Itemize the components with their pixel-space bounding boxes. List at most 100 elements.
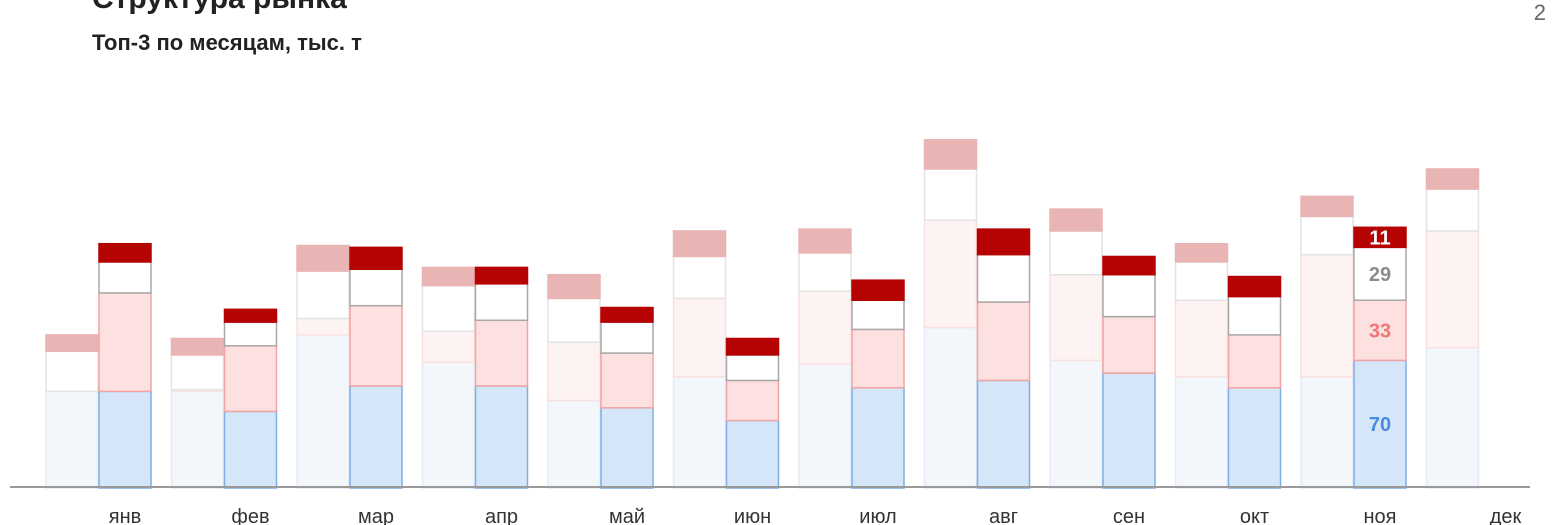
- bar-solid-авг-segment_1: [976, 379, 1031, 489]
- bar-solid-окт-segment_3: [1227, 295, 1282, 336]
- bar-solid-апр-segment_2: [474, 319, 529, 387]
- bar-faded-авг-segment_1: [923, 326, 978, 489]
- bar-faded-сен-segment_2: [1049, 273, 1103, 362]
- bar-solid-июн-segment_4: [725, 337, 780, 356]
- bar-solid-сен-segment_2: [1102, 315, 1156, 374]
- page-number: 2: [1533, 0, 1546, 25]
- bar-solid-фев-segment_2: [223, 345, 278, 413]
- bar-faded-сен-segment_1: [1049, 359, 1103, 489]
- data-label-segment_2: 33: [1369, 320, 1391, 342]
- x-tick-label: авг: [989, 506, 1018, 525]
- bar-solid-ноя-segment_2: [1353, 299, 1407, 362]
- bar-faded-ноя-segment_1: [1300, 376, 1354, 489]
- bar-solid-мар-segment_3: [349, 268, 403, 307]
- bar-faded-дек-segment_2: [1425, 230, 1480, 349]
- page-title-cut: Структура рынка: [92, 0, 347, 16]
- bar-solid-июл-segment_3: [851, 299, 905, 331]
- bar-solid-фев-segment_4: [223, 308, 278, 323]
- bar-faded-июн-segment_2: [672, 297, 727, 378]
- x-tick-label: апр: [485, 506, 518, 525]
- bar-faded-июн-segment_4: [672, 230, 727, 258]
- bar-faded-мар-segment_1: [296, 334, 350, 489]
- bar-solid-июл-segment_4: [851, 279, 905, 301]
- bar-solid-янв-segment_1: [98, 390, 152, 489]
- bar-solid-янв-segment_4: [98, 242, 152, 263]
- bar-faded-фев-segment_4: [170, 337, 225, 356]
- bar-faded-мар-segment_2: [296, 317, 350, 336]
- bar-faded-сен-segment_4: [1049, 208, 1103, 232]
- bar-faded-май-segment_4: [547, 273, 601, 300]
- bar-faded-окт-segment_4: [1174, 242, 1229, 263]
- bar-faded-янв-segment_4: [45, 334, 99, 353]
- bar-faded-янв-segment_3: [45, 350, 99, 393]
- bar-faded-ноя-segment_3: [1300, 215, 1354, 256]
- bar-faded-май-segment_2: [547, 341, 601, 402]
- bar-faded-июн-segment_1: [672, 376, 727, 489]
- bar-faded-мар-segment_3: [296, 270, 350, 320]
- bar-solid-ноя-segment_1: [1353, 359, 1407, 489]
- bar-faded-окт-segment_3: [1174, 261, 1229, 301]
- data-label-segment_4: 11: [1369, 227, 1390, 249]
- bar-solid-янв-segment_2: [98, 292, 152, 393]
- x-tick-label: янв: [109, 506, 142, 525]
- bar-solid-авг-segment_4: [976, 228, 1031, 256]
- bar-faded-дек-segment_1: [1425, 346, 1480, 489]
- bar-faded-сен-segment_3: [1049, 230, 1103, 276]
- bar-solid-окт-segment_4: [1227, 275, 1282, 298]
- bar-solid-май-segment_3: [600, 321, 654, 354]
- bar-solid-мар-segment_4: [349, 246, 403, 270]
- bar-faded-мар-segment_4: [296, 244, 350, 272]
- bar-solid-сен-segment_3: [1102, 273, 1156, 318]
- bar-faded-фев-segment_3: [170, 354, 225, 391]
- bar-solid-ноя-segment_4: [1353, 226, 1407, 249]
- bar-solid-фев-segment_1: [223, 410, 278, 489]
- bar-solid-апр-segment_1: [474, 385, 529, 489]
- bar-faded-дек-segment_4: [1425, 168, 1480, 190]
- bar-faded-май-segment_1: [547, 399, 601, 489]
- bar-solid-авг-segment_3: [976, 253, 1031, 303]
- x-tick-label: фев: [231, 506, 269, 525]
- bar-solid-окт-segment_2: [1227, 334, 1282, 389]
- x-tick-label: мар: [358, 506, 394, 525]
- bar-solid-май-segment_1: [600, 407, 654, 489]
- bar-faded-авг-segment_3: [923, 168, 978, 221]
- bar-faded-апр-segment_1: [421, 361, 476, 489]
- bar-solid-июл-segment_1: [851, 386, 905, 489]
- bar-faded-апр-segment_4: [421, 266, 476, 287]
- x-tick-label: дек: [1490, 506, 1522, 525]
- bar-solid-сен-segment_1: [1102, 372, 1156, 489]
- bar-faded-окт-segment_1: [1174, 376, 1229, 489]
- x-tick-label: июл: [859, 506, 896, 525]
- bar-solid-апр-segment_3: [474, 283, 529, 322]
- bar-solid-апр-segment_4: [474, 266, 529, 285]
- bar-faded-июл-segment_2: [798, 290, 852, 365]
- bar-solid-июл-segment_2: [851, 328, 905, 389]
- bar-faded-апр-segment_3: [421, 284, 476, 332]
- bar-faded-авг-segment_2: [923, 219, 978, 329]
- bar-faded-май-segment_3: [547, 297, 601, 343]
- bar-solid-май-segment_2: [600, 352, 654, 409]
- bar-faded-дек-segment_3: [1425, 188, 1480, 232]
- bar-solid-май-segment_4: [600, 306, 654, 323]
- bar-faded-июл-segment_4: [798, 228, 852, 254]
- bar-solid-фев-segment_3: [223, 321, 278, 347]
- x-tick-label: июн: [734, 506, 771, 525]
- bar-solid-сен-segment_4: [1102, 255, 1156, 276]
- bar-solid-июн-segment_2: [725, 379, 780, 422]
- bar-faded-июн-segment_3: [672, 255, 727, 300]
- bar-solid-мар-segment_1: [349, 385, 403, 489]
- bar-solid-авг-segment_2: [976, 301, 1031, 382]
- x-tick-label: ноя: [1364, 506, 1397, 525]
- bar-faded-ноя-segment_2: [1300, 253, 1354, 378]
- bar-faded-июл-segment_1: [798, 363, 852, 489]
- x-tick-label: май: [609, 506, 645, 525]
- bar-faded-фев-segment_1: [170, 390, 225, 489]
- x-tick-label: окт: [1240, 506, 1269, 525]
- bar-solid-ноя-segment_3: [1353, 246, 1407, 301]
- bar-faded-авг-segment_4: [923, 139, 978, 170]
- bar-faded-апр-segment_2: [421, 330, 476, 363]
- bar-solid-июн-segment_1: [725, 419, 780, 489]
- bar-faded-окт-segment_2: [1174, 299, 1229, 378]
- bar-solid-июн-segment_3: [725, 354, 780, 382]
